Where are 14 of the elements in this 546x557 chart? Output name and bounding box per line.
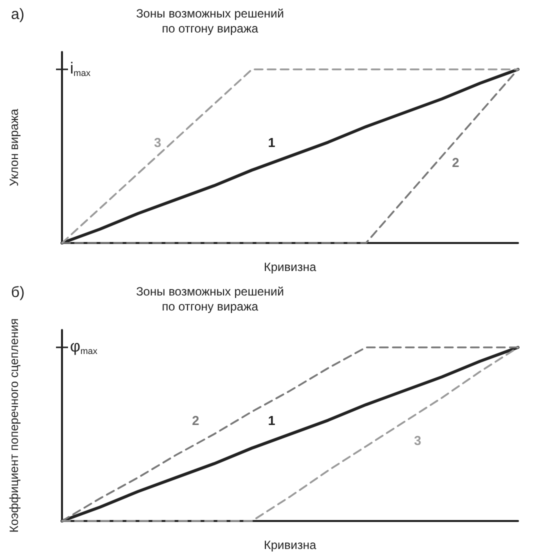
series-label: 3 bbox=[414, 433, 422, 448]
x-axis-title: Кривизна bbox=[264, 538, 316, 552]
series-label: 3 bbox=[154, 135, 162, 150]
text: Зоны возможных решений по отгону виража bbox=[136, 284, 284, 314]
series-label: 1 bbox=[268, 413, 276, 428]
y-axis-title: Уклон виража bbox=[7, 108, 21, 186]
series-label: 2 bbox=[452, 155, 460, 170]
x-axis-title: Кривизна bbox=[264, 260, 316, 274]
series-label: 2 bbox=[192, 413, 200, 428]
text: Зоны возможных решений по отгону виража bbox=[136, 6, 284, 36]
series-label: 1 bbox=[268, 135, 276, 150]
chart-title: а) bbox=[11, 6, 24, 23]
y-axis-title: Коэффициент поперечного сцепления bbox=[7, 318, 21, 533]
chart-title: б) bbox=[11, 284, 25, 301]
